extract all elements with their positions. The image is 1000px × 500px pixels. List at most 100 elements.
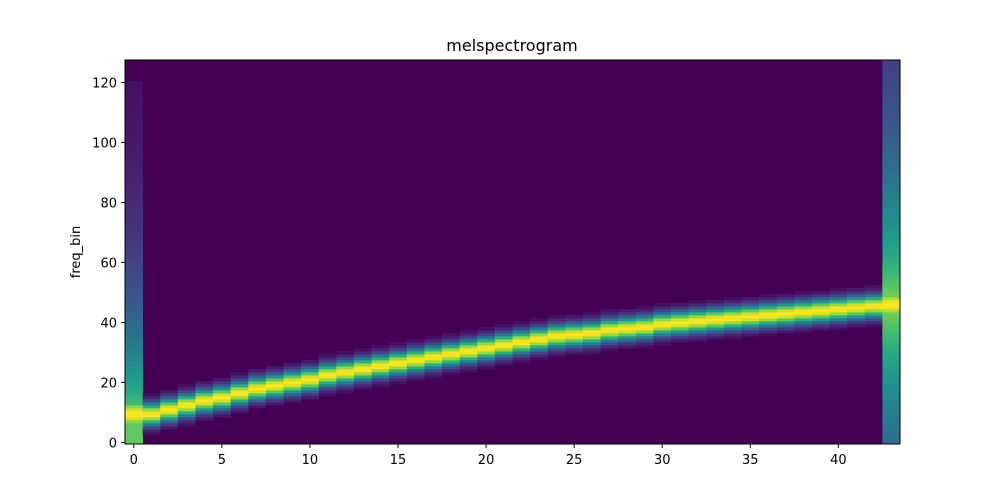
heatmap-cell bbox=[811, 312, 830, 316]
heatmap-cell bbox=[547, 327, 566, 331]
heatmap-cell bbox=[125, 300, 144, 304]
heatmap-cell bbox=[882, 258, 901, 262]
heatmap-cell bbox=[847, 300, 866, 304]
heatmap-cell bbox=[882, 441, 901, 445]
chart-title: melspectrogram bbox=[446, 36, 577, 55]
heatmap-cell bbox=[459, 342, 478, 346]
heatmap-cell bbox=[230, 387, 249, 391]
heatmap-cell bbox=[565, 348, 584, 352]
heatmap-cell bbox=[882, 270, 901, 274]
heatmap-cell bbox=[882, 411, 901, 415]
heatmap-cell bbox=[459, 363, 478, 367]
heatmap-cell bbox=[741, 321, 760, 325]
heatmap-cell bbox=[882, 75, 901, 79]
heatmap-cell bbox=[389, 342, 408, 346]
heatmap-cell bbox=[847, 291, 866, 295]
heatmap-cell bbox=[512, 327, 531, 331]
heatmap-cell bbox=[125, 114, 144, 118]
heatmap-cell bbox=[125, 330, 144, 334]
heatmap-cell bbox=[406, 339, 425, 343]
heatmap-cell bbox=[336, 351, 355, 355]
heatmap-cell bbox=[847, 288, 866, 292]
heatmap-cell bbox=[565, 339, 584, 343]
heatmap-cell bbox=[195, 399, 214, 403]
heatmap-cell bbox=[706, 324, 725, 328]
heatmap-cell bbox=[125, 384, 144, 388]
heatmap-cell bbox=[125, 399, 144, 403]
heatmap-cell bbox=[776, 318, 795, 322]
heatmap-cell bbox=[582, 333, 601, 337]
heatmap-cell bbox=[125, 210, 144, 214]
heatmap-cell bbox=[741, 330, 760, 334]
heatmap-cell bbox=[318, 390, 337, 394]
heatmap-cell bbox=[776, 297, 795, 301]
heatmap-cell bbox=[442, 333, 461, 337]
heatmap-cell bbox=[882, 144, 901, 148]
heatmap-cell bbox=[142, 423, 161, 427]
heatmap-cell bbox=[882, 108, 901, 112]
heatmap-cell bbox=[741, 315, 760, 319]
heatmap-cell bbox=[125, 222, 144, 226]
heatmap-cell bbox=[547, 315, 566, 319]
heatmap-cell bbox=[882, 420, 901, 424]
heatmap-cell bbox=[142, 408, 161, 412]
heatmap-cell bbox=[794, 321, 813, 325]
heatmap-cell bbox=[688, 318, 707, 322]
heatmap-cell bbox=[512, 348, 531, 352]
heatmap-cell bbox=[547, 321, 566, 325]
heatmap-cell bbox=[706, 309, 725, 313]
heatmap-cell bbox=[635, 309, 654, 313]
heatmap-cell bbox=[125, 237, 144, 241]
heatmap-cell bbox=[882, 129, 901, 133]
heatmap-cell bbox=[811, 318, 830, 322]
heatmap-cell bbox=[794, 309, 813, 313]
heatmap-cell bbox=[582, 345, 601, 349]
heatmap-cell bbox=[125, 402, 144, 406]
heatmap-cell bbox=[847, 315, 866, 319]
heatmap-cell bbox=[882, 399, 901, 403]
heatmap-cell bbox=[882, 264, 901, 268]
heatmap-cell bbox=[882, 126, 901, 130]
heatmap-cell bbox=[125, 411, 144, 415]
heatmap-cell bbox=[671, 321, 690, 325]
heatmap-cell bbox=[776, 321, 795, 325]
heatmap-cell bbox=[142, 402, 161, 406]
heatmap-cell bbox=[882, 222, 901, 226]
heatmap-cell bbox=[353, 357, 372, 361]
heatmap-cell bbox=[618, 312, 637, 316]
heatmap-cell bbox=[882, 321, 901, 325]
heatmap-cell bbox=[794, 300, 813, 304]
heatmap-cell bbox=[160, 402, 179, 406]
heatmap-cell bbox=[618, 324, 637, 328]
heatmap-cell bbox=[723, 327, 742, 331]
heatmap-cell bbox=[353, 378, 372, 382]
heatmap-cell bbox=[424, 339, 443, 343]
heatmap-cell bbox=[125, 438, 144, 442]
heatmap-cell bbox=[125, 270, 144, 274]
heatmap-cell bbox=[882, 282, 901, 286]
heatmap-cell bbox=[882, 435, 901, 439]
heatmap-cell bbox=[547, 354, 566, 358]
heatmap-cell bbox=[882, 135, 901, 139]
heatmap-cell bbox=[459, 369, 478, 373]
heatmap-cell bbox=[688, 303, 707, 307]
heatmap-cell bbox=[125, 336, 144, 340]
heatmap-cell bbox=[336, 378, 355, 382]
heatmap-cell bbox=[864, 288, 883, 292]
heatmap-cell bbox=[882, 66, 901, 70]
heatmap-cell bbox=[688, 339, 707, 343]
y-tick-label: 60 bbox=[100, 257, 117, 272]
heatmap-cell bbox=[248, 399, 267, 403]
heatmap-cell bbox=[882, 387, 901, 391]
heatmap-cell bbox=[125, 423, 144, 427]
heatmap-cell bbox=[494, 339, 513, 343]
heatmap-cell bbox=[230, 393, 249, 397]
heatmap-cell bbox=[177, 396, 196, 400]
heatmap-cell bbox=[512, 324, 531, 328]
heatmap-cell bbox=[125, 273, 144, 277]
heatmap-cell bbox=[125, 81, 144, 85]
heatmap-cell bbox=[882, 78, 901, 82]
heatmap-cell bbox=[882, 333, 901, 337]
heatmap-cell bbox=[582, 339, 601, 343]
heatmap-cell bbox=[882, 141, 901, 145]
